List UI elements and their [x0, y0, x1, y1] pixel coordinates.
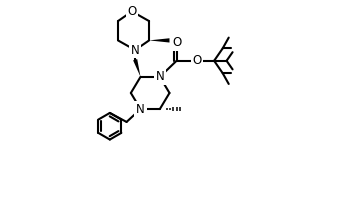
Text: O: O: [127, 5, 137, 18]
Text: N: N: [136, 103, 145, 116]
Text: N: N: [155, 70, 164, 83]
Polygon shape: [133, 59, 141, 77]
Text: O: O: [192, 54, 201, 67]
Polygon shape: [149, 38, 170, 43]
Text: N: N: [131, 44, 139, 57]
Text: O: O: [172, 36, 181, 49]
